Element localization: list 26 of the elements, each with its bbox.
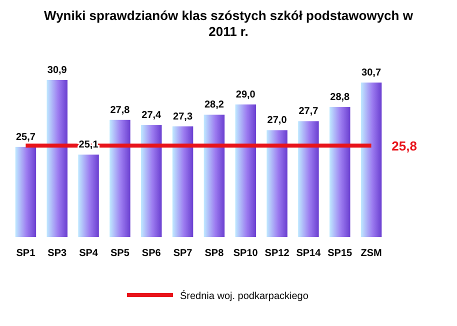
data-label: 28,8	[330, 92, 350, 104]
data-label: 28,2	[204, 100, 224, 111]
data-label: 25,8	[392, 138, 417, 154]
x-tick-label: ZSM	[360, 248, 382, 259]
x-tick-label: SP8	[204, 248, 224, 259]
data-label: 29,0	[236, 89, 256, 100]
chart-title: Wyniki sprawdzianów klas szóstych szkół podstawowych w 2011 r.	[44, 8, 414, 39]
x-tick-label: SP1	[16, 248, 36, 259]
data-label: 30,7	[362, 68, 382, 79]
x-tick-label: SP4	[79, 248, 98, 259]
data-label: 30,9	[47, 65, 68, 76]
legend-label: Średnia woj. podkarpackiego	[180, 290, 309, 302]
x-tick-label: SP5	[110, 248, 130, 259]
x-tick-label: SP6	[142, 248, 162, 259]
x-tick-label: SP14	[296, 248, 322, 259]
data-label: 25,7	[16, 132, 36, 143]
x-tick-label: SP15	[328, 248, 353, 259]
data-label: 27,8	[110, 104, 130, 116]
x-tick-label: SP3	[48, 248, 68, 259]
data-label: 27,0	[267, 115, 288, 126]
x-tick-label: SP10	[233, 248, 258, 259]
x-tick-label: SP12	[264, 248, 290, 259]
data-label: 27,4	[142, 110, 162, 122]
data-label: 27,3	[173, 111, 193, 122]
data-label: 27,7	[298, 106, 319, 118]
x-tick-label: SP7	[173, 248, 193, 259]
